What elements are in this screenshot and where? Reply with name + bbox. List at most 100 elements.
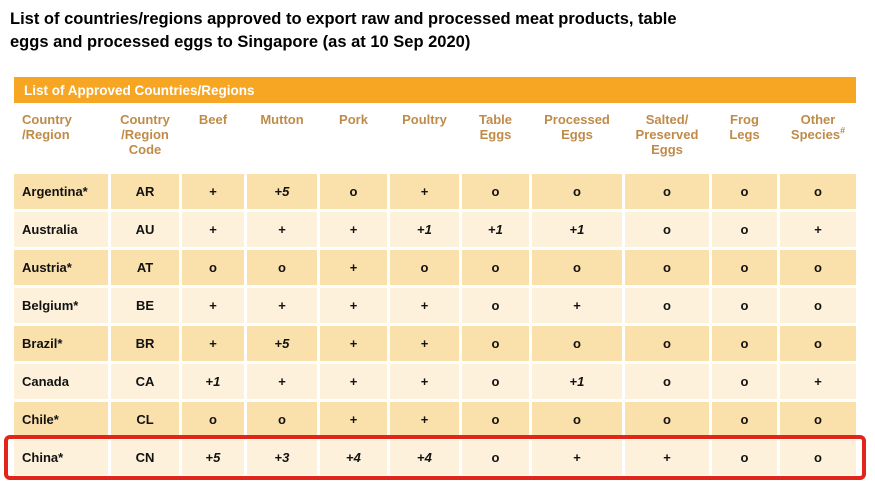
page-title: List of countries/regions approved to ex… — [10, 8, 875, 54]
value-cell: + — [390, 288, 459, 323]
value-cell: o — [532, 402, 622, 437]
value-cell: +5 — [247, 326, 317, 361]
value-cell: o — [390, 250, 459, 285]
page-title-line-2: eggs and processed eggs to Singapore (as… — [10, 33, 471, 51]
value-cell: + — [247, 288, 317, 323]
value-cell: o — [780, 440, 856, 475]
approved-table-container: List of Approved Countries/Regions Count… — [4, 74, 867, 480]
value-cell: + — [390, 402, 459, 437]
column-header-country-region-code: Country /Region Code — [111, 106, 179, 171]
value-cell: o — [532, 174, 622, 209]
value-cell: + — [780, 364, 856, 399]
value-cell: +1 — [462, 212, 529, 247]
value-cell: o — [780, 174, 856, 209]
value-cell: o — [780, 402, 856, 437]
value-cell: o — [462, 326, 529, 361]
value-cell: o — [780, 250, 856, 285]
column-header-country-region: Country /Region — [14, 106, 108, 171]
table-row-cl: Chile* CL o o + + o o o o o — [14, 402, 856, 437]
value-cell: + — [320, 402, 387, 437]
value-cell: o — [462, 250, 529, 285]
column-header-beef: Beef — [182, 106, 244, 171]
value-cell: o — [462, 174, 529, 209]
value-cell: + — [532, 288, 622, 323]
value-cell: o — [712, 402, 777, 437]
value-cell: o — [780, 288, 856, 323]
country-cell: Brazil* — [14, 326, 108, 361]
value-cell: o — [625, 174, 709, 209]
value-cell: o — [625, 212, 709, 247]
value-cell: + — [182, 174, 244, 209]
value-cell: o — [712, 288, 777, 323]
value-cell: + — [320, 212, 387, 247]
value-cell: o — [462, 364, 529, 399]
value-cell: o — [712, 364, 777, 399]
country-code-cell: BR — [111, 326, 179, 361]
value-cell: +5 — [182, 440, 244, 475]
country-cell: Belgium* — [14, 288, 108, 323]
value-cell: +1 — [182, 364, 244, 399]
country-cell: Argentina* — [14, 174, 108, 209]
country-code-cell: AR — [111, 174, 179, 209]
column-header-pork: Pork — [320, 106, 387, 171]
value-cell: o — [182, 402, 244, 437]
value-cell: o — [532, 326, 622, 361]
table-banner-row: List of Approved Countries/Regions — [14, 77, 856, 103]
value-cell: o — [625, 250, 709, 285]
table-row-ar: Argentina* AR + +5 o + o o o o o — [14, 174, 856, 209]
value-cell: o — [182, 250, 244, 285]
value-cell: o — [247, 402, 317, 437]
column-header-row: Country /Region Country /Region Code Beef M… — [14, 106, 856, 171]
value-cell: + — [320, 326, 387, 361]
country-code-cell: CL — [111, 402, 179, 437]
value-cell: o — [712, 326, 777, 361]
value-cell: o — [625, 288, 709, 323]
country-code-cell: BE — [111, 288, 179, 323]
value-cell: + — [247, 212, 317, 247]
value-cell: o — [712, 250, 777, 285]
value-cell: o — [462, 440, 529, 475]
column-header-processed-eggs: Processed Eggs — [532, 106, 622, 171]
column-header-table-eggs: Table Eggs — [462, 106, 529, 171]
table-row-br: Brazil* BR + +5 + + o o o o o — [14, 326, 856, 361]
table-row-at: Austria* AT o o + o o o o o o — [14, 250, 856, 285]
value-cell: o — [625, 364, 709, 399]
country-cell: Chile* — [14, 402, 108, 437]
value-cell: +4 — [390, 440, 459, 475]
value-cell: o — [532, 250, 622, 285]
value-cell: + — [390, 174, 459, 209]
value-cell: +1 — [532, 212, 622, 247]
table-row-cn: China* CN +5 +3 +4 +4 o + + o o — [14, 440, 856, 475]
country-cell: Canada — [14, 364, 108, 399]
value-cell: +3 — [247, 440, 317, 475]
value-cell: + — [320, 250, 387, 285]
column-header-salted-preserved-eggs: Salted/ Preserved Eggs — [625, 106, 709, 171]
page-title-line-1: List of countries/regions approved to ex… — [10, 10, 677, 28]
column-header-frog-legs: Frog Legs — [712, 106, 777, 171]
value-cell: + — [780, 212, 856, 247]
value-cell: + — [320, 288, 387, 323]
value-cell: o — [780, 326, 856, 361]
value-cell: o — [625, 402, 709, 437]
approved-countries-table: List of Approved Countries/Regions Count… — [11, 74, 859, 478]
value-cell: o — [247, 250, 317, 285]
table-banner-title: List of Approved Countries/Regions — [14, 77, 856, 103]
country-cell: Australia — [14, 212, 108, 247]
column-header-other-species: Other Species# — [780, 106, 856, 171]
country-code-cell: CA — [111, 364, 179, 399]
country-cell: China* — [14, 440, 108, 475]
value-cell: o — [462, 402, 529, 437]
value-cell: +4 — [320, 440, 387, 475]
value-cell: o — [712, 174, 777, 209]
country-cell: Austria* — [14, 250, 108, 285]
column-header-mutton: Mutton — [247, 106, 317, 171]
country-code-cell: AT — [111, 250, 179, 285]
value-cell: + — [247, 364, 317, 399]
value-cell: + — [625, 440, 709, 475]
value-cell: + — [390, 364, 459, 399]
country-code-cell: CN — [111, 440, 179, 475]
country-code-cell: AU — [111, 212, 179, 247]
column-header-poultry: Poultry — [390, 106, 459, 171]
value-cell: o — [462, 288, 529, 323]
value-cell: +1 — [532, 364, 622, 399]
